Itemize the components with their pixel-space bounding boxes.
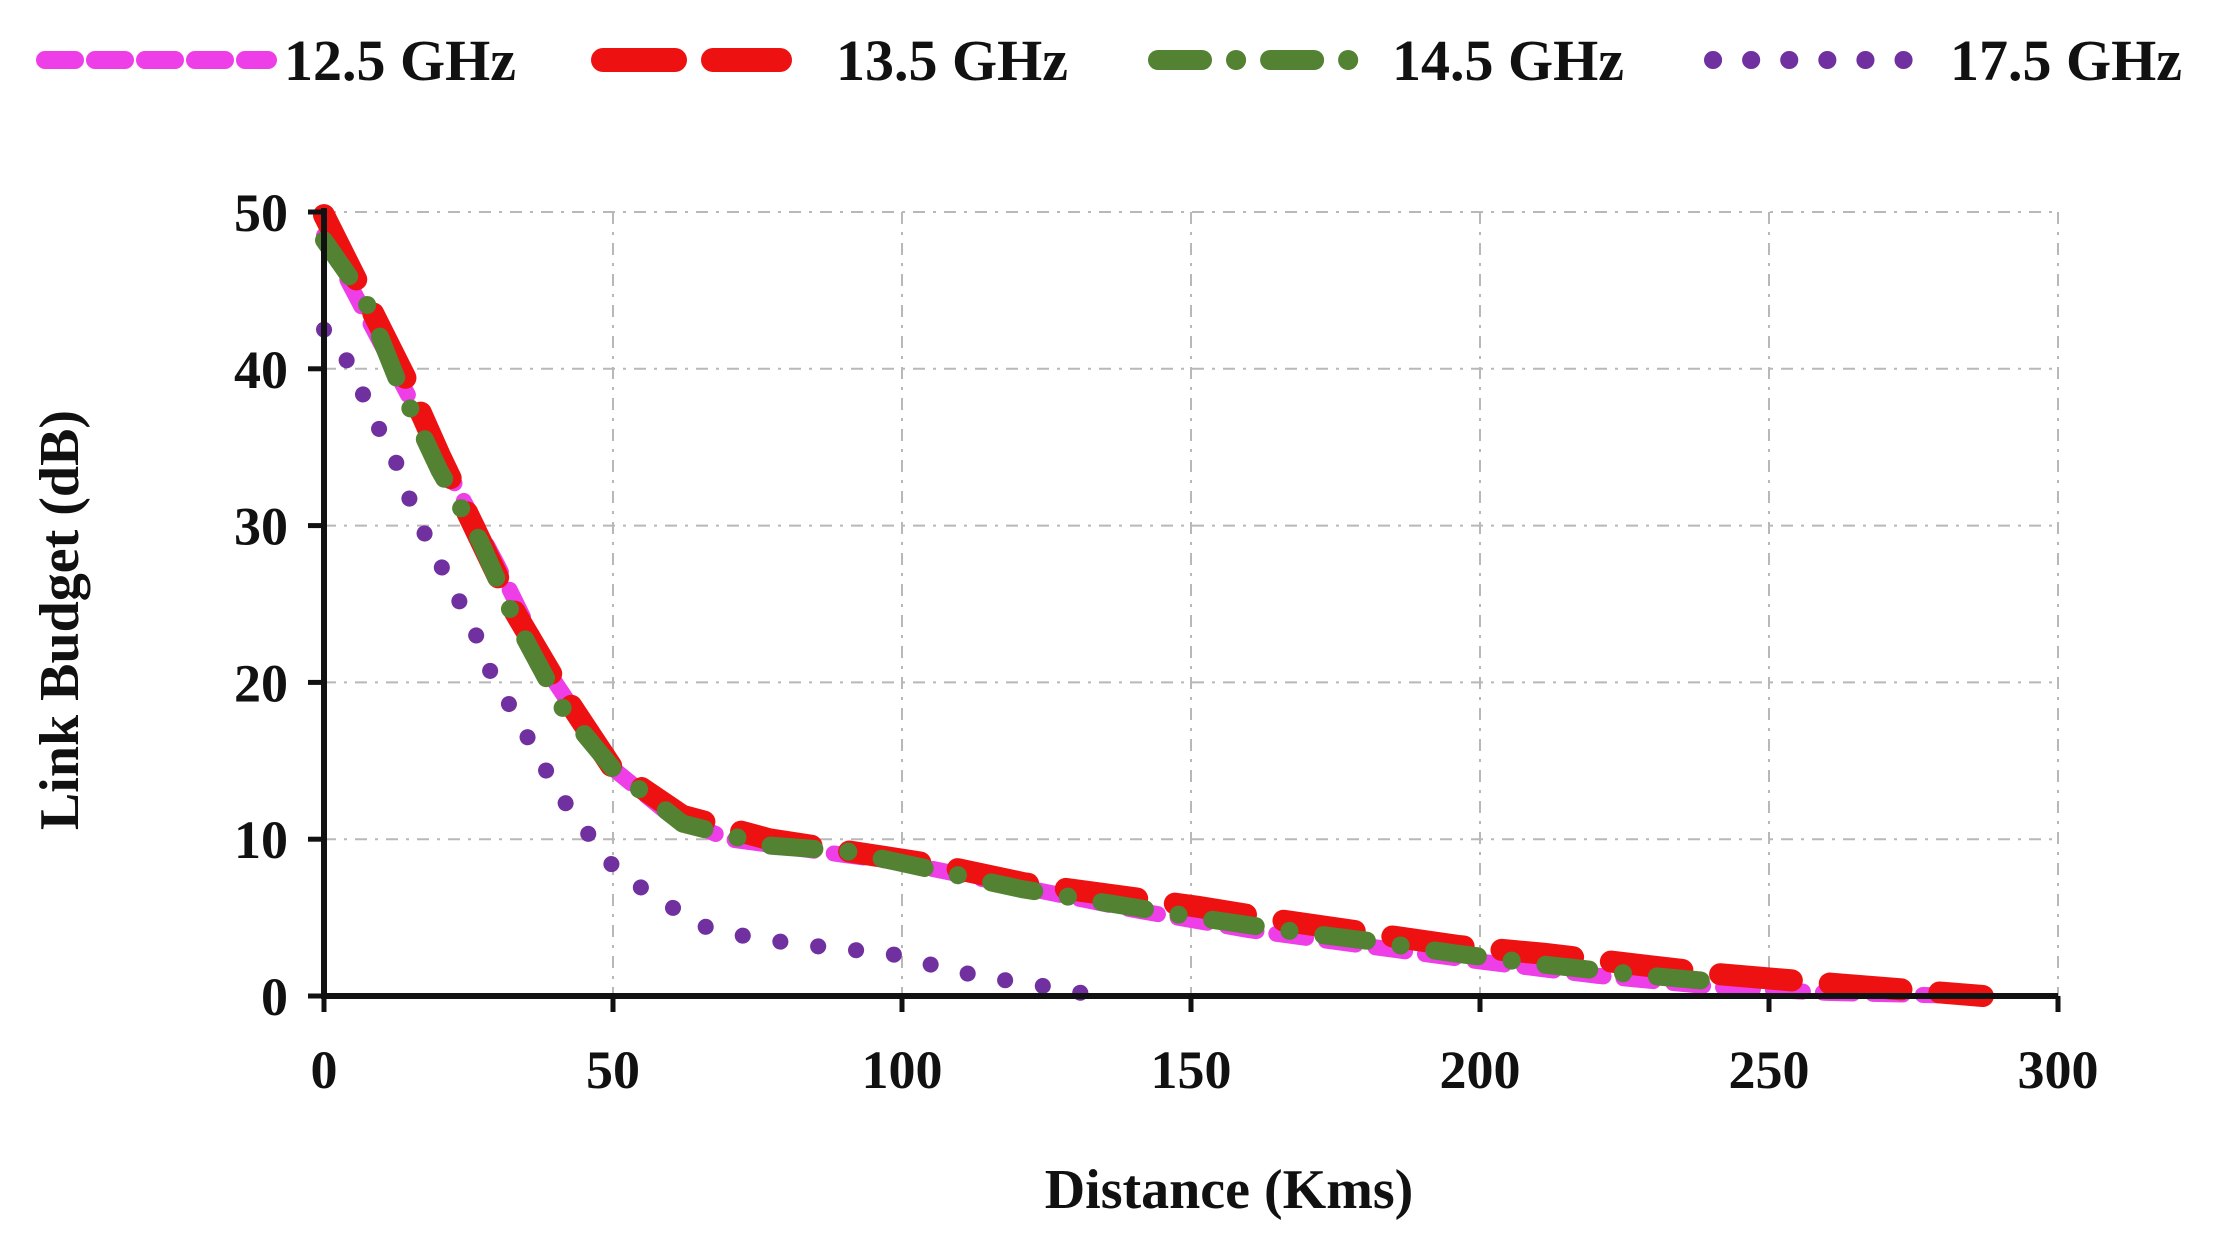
legend-label-14-5-ghz: 14.5 GHz bbox=[1392, 28, 1624, 93]
y-tick-label-40: 40 bbox=[234, 340, 288, 400]
tick-labels: 0 50 100 150 200 250 300 0 10 20 30 40 50 bbox=[234, 183, 2099, 1100]
grid bbox=[324, 211, 2059, 996]
series-line-13-5-ghz bbox=[313, 204, 1994, 1007]
y-tick-label-10: 10 bbox=[234, 810, 288, 870]
axes bbox=[308, 208, 2061, 1012]
x-axis-label: Distance (Kms) bbox=[1045, 1159, 1414, 1221]
legend: 12.5 GHz 13.5 GHz 14.5 GHz 17.5 GHz bbox=[36, 28, 2182, 93]
series-line-14-5-ghz bbox=[315, 231, 1726, 991]
series-line-17-5-ghz bbox=[316, 321, 1090, 1001]
y-tick-label-50: 50 bbox=[234, 183, 288, 243]
y-tick-label-0: 0 bbox=[261, 967, 288, 1027]
series-line-12-5-ghz bbox=[316, 227, 1980, 1004]
x-tick-label-50: 50 bbox=[586, 1040, 640, 1100]
y-axis-label: Link Budget (dB) bbox=[29, 410, 91, 830]
legend-label-17-5-ghz: 17.5 GHz bbox=[1950, 28, 2182, 93]
y-tick-label-20: 20 bbox=[234, 653, 288, 713]
x-tick-label-200: 200 bbox=[1440, 1040, 1521, 1100]
x-tick-label-0: 0 bbox=[311, 1040, 338, 1100]
y-tick-label-30: 30 bbox=[234, 497, 288, 557]
legend-label-13-5-ghz: 13.5 GHz bbox=[836, 28, 1068, 93]
x-tick-label-300: 300 bbox=[2018, 1040, 2099, 1100]
x-tick-label-100: 100 bbox=[862, 1040, 943, 1100]
x-tick-label-250: 250 bbox=[1729, 1040, 1810, 1100]
x-tick-label-150: 150 bbox=[1151, 1040, 1232, 1100]
legend-label-12-5-ghz: 12.5 GHz bbox=[284, 28, 516, 93]
series-layer bbox=[313, 204, 1994, 1007]
